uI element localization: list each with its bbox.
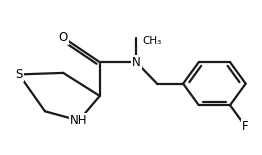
Text: N: N [132,56,141,69]
Text: NH: NH [70,114,88,127]
Text: CH₃: CH₃ [143,36,162,46]
Text: F: F [242,120,249,133]
Text: S: S [15,68,23,81]
Text: O: O [59,31,68,44]
